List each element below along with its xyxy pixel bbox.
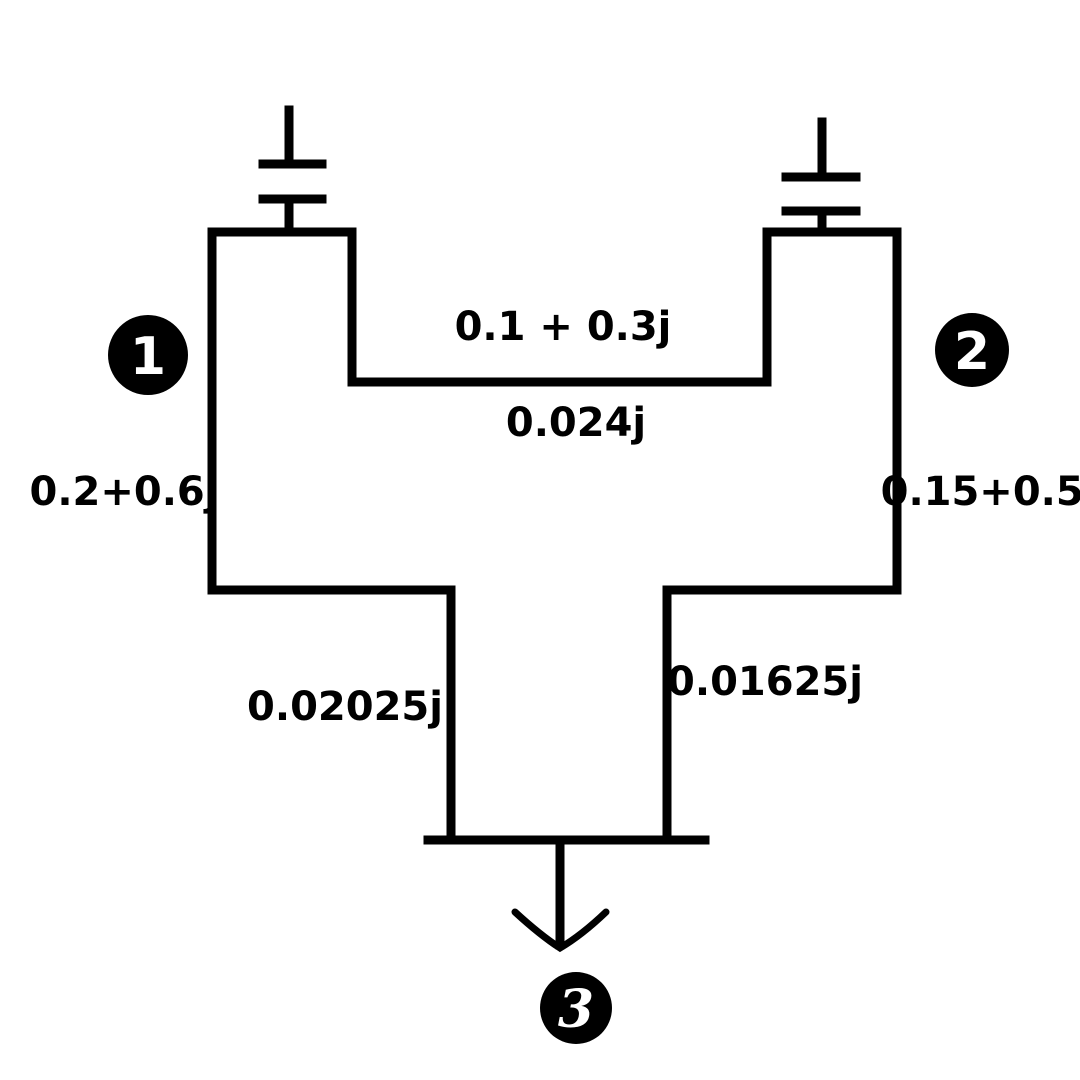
bus-1-label: 1 [130,327,166,387]
line-1-2-impedance: 0.1 + 0.3j [455,304,672,350]
line-1-3-impedance: 0.2+0.6j [30,469,219,515]
bus-1-badge: 1 [108,315,188,395]
bus-3-load [423,835,710,953]
bus-3-badge: 3 [540,972,612,1044]
line-1-2 [347,227,772,387]
line-1-2-charging: 0.024j [506,400,646,446]
line-2-3-outer [662,227,902,843]
transmission-lines [207,227,902,843]
line-2-3-impedance: 0.15+0.5j [881,469,1080,515]
line-2-3-charging: 0.01625j [667,659,863,705]
line-1-3-outer [207,227,456,843]
bus-3-label: 3 [558,979,594,1040]
line-1-3-charging: 0.02025j [247,684,443,730]
bus-2-badge: 2 [935,313,1009,387]
bus-2-label: 2 [954,322,990,382]
generator-bus-1 [258,105,327,237]
generator-bus-2 [781,117,861,237]
